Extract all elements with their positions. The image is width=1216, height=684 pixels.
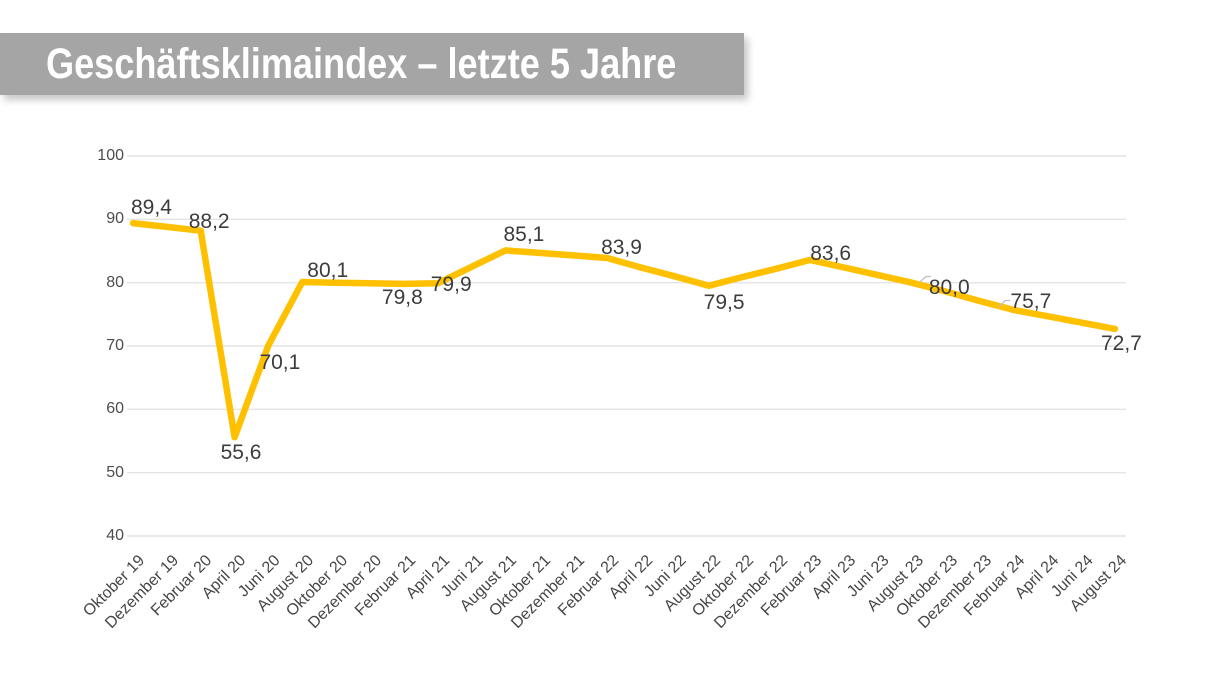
data-label: 83,6 [810,241,852,265]
y-axis-tick-label: 60 [106,400,124,418]
data-label: 79,8 [381,285,423,309]
data-label: 80,0 [928,275,970,299]
y-axis-tick-label: 80 [106,273,124,291]
y-axis-tick-label: 50 [106,463,124,481]
y-axis-tick-label: 70 [106,337,124,354]
data-label: 83,9 [601,235,642,259]
y-axis-tick-label: 90 [106,210,124,228]
y-axis-tick-label: 100 [97,147,124,164]
data-label: 85,1 [503,223,545,247]
y-axis-tick-label: 40 [106,527,124,544]
data-label: 79,9 [430,273,472,297]
data-label: 88,2 [188,209,230,233]
data-label: 80,1 [307,259,349,283]
data-label-leader-line [919,275,931,283]
data-label: 75,7 [1010,289,1052,313]
data-label: 55,6 [220,441,262,465]
series-line [129,219,1119,441]
page-title: Geschäftsklimaindex – letzte 5 Jahre [46,40,677,88]
data-label: 89,4 [131,196,172,220]
data-label: 79,5 [703,290,745,314]
data-label: 70,1 [259,351,301,375]
data-label-leader-line [998,299,1010,308]
data-label: 72,7 [1100,331,1142,355]
title-banner: Geschäftsklimaindex – letzte 5 Jahre [0,33,744,95]
